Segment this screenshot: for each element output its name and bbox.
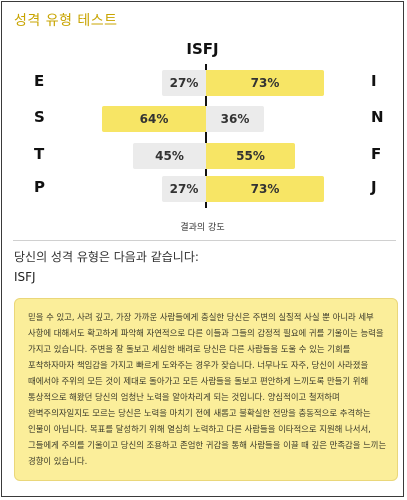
page-title: 성격 유형 테스트 — [14, 13, 118, 29]
right-bar: 55% — [206, 143, 295, 169]
left-letter: T — [34, 145, 45, 163]
left-bar: 64% — [102, 106, 206, 132]
dimension-row-sn: S 64% 36% N — [2, 106, 403, 134]
dimension-row-ei: E 27% 73% I — [2, 70, 403, 98]
result-intro-text: 당신의 성격 유형은 다음과 같습니다: — [14, 250, 199, 264]
right-letter: F — [371, 145, 382, 163]
right-letter: J — [371, 178, 377, 196]
center-axis-line — [205, 64, 207, 208]
left-letter: E — [34, 72, 45, 90]
left-bar: 27% — [162, 176, 206, 202]
type-description: 믿을 수 있고, 사려 깊고, 가장 가까운 사람들에게 충실한 당신은 주변의… — [14, 298, 398, 481]
dimension-row-tf: T 45% 55% F — [2, 143, 403, 171]
right-letter: N — [371, 108, 384, 126]
left-letter: S — [34, 108, 45, 126]
right-bar: 73% — [206, 70, 324, 96]
section-divider — [13, 240, 396, 241]
right-bar: 73% — [206, 176, 324, 202]
result-type-heading: ISFJ — [186, 40, 219, 58]
strength-caption: 결과의 강도 — [180, 223, 225, 233]
left-bar: 45% — [133, 143, 206, 169]
dimension-row-pj: P 27% 73% J — [2, 176, 403, 204]
left-bar: 27% — [162, 70, 206, 96]
right-bar: 36% — [206, 106, 264, 132]
result-type-label: ISFJ — [14, 270, 36, 284]
right-letter: I — [371, 72, 377, 90]
left-letter: P — [34, 178, 45, 196]
